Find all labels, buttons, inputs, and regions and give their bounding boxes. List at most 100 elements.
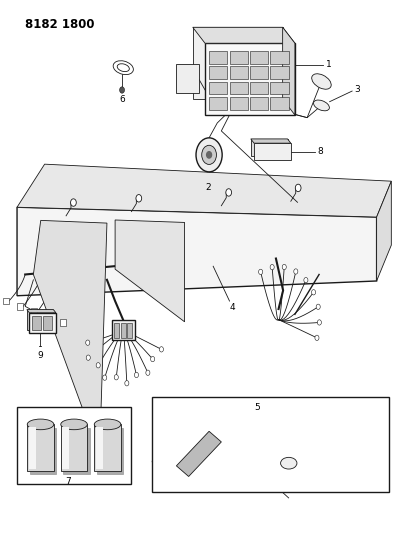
Ellipse shape: [61, 419, 87, 430]
Text: 7: 7: [65, 478, 71, 486]
Ellipse shape: [313, 100, 328, 111]
Bar: [192, 27, 282, 99]
Polygon shape: [17, 164, 390, 217]
Circle shape: [303, 278, 307, 283]
Circle shape: [96, 362, 100, 368]
Text: 8: 8: [317, 147, 322, 156]
Circle shape: [196, 138, 222, 172]
Polygon shape: [376, 181, 390, 281]
Circle shape: [311, 289, 315, 295]
Text: 9: 9: [37, 351, 43, 360]
Circle shape: [315, 304, 319, 310]
Polygon shape: [27, 310, 56, 313]
Bar: [270, 82, 288, 94]
Polygon shape: [115, 220, 184, 322]
Circle shape: [114, 375, 118, 380]
Bar: [3, 298, 9, 304]
Bar: [60, 319, 66, 326]
Bar: [127, 323, 132, 338]
Bar: [270, 51, 288, 64]
Bar: [114, 323, 119, 338]
Circle shape: [294, 184, 300, 192]
Polygon shape: [17, 207, 376, 296]
Bar: [45, 314, 52, 320]
Bar: [94, 424, 121, 471]
Text: 3: 3: [353, 85, 359, 94]
Ellipse shape: [113, 61, 133, 75]
Ellipse shape: [27, 419, 54, 430]
Circle shape: [134, 373, 138, 377]
Bar: [17, 303, 23, 310]
Bar: [270, 67, 288, 79]
Ellipse shape: [311, 74, 330, 89]
Circle shape: [258, 269, 262, 274]
Bar: [63, 427, 90, 474]
Circle shape: [150, 357, 154, 362]
Bar: [249, 82, 267, 94]
Text: 1: 1: [325, 60, 330, 69]
Bar: [229, 97, 247, 110]
Bar: [209, 82, 227, 94]
Bar: [229, 67, 247, 79]
Bar: [249, 51, 267, 64]
Bar: [176, 64, 198, 93]
Text: 2: 2: [204, 183, 210, 192]
Bar: [96, 426, 102, 469]
Bar: [204, 43, 294, 115]
Circle shape: [159, 346, 163, 352]
Bar: [31, 309, 37, 315]
Ellipse shape: [117, 64, 129, 71]
Circle shape: [281, 264, 285, 270]
Polygon shape: [33, 220, 107, 455]
Bar: [43, 316, 52, 330]
Circle shape: [270, 264, 274, 270]
Bar: [151, 397, 388, 492]
Circle shape: [70, 199, 76, 206]
Ellipse shape: [94, 419, 121, 430]
Bar: [229, 82, 247, 94]
Bar: [31, 316, 40, 330]
Bar: [27, 310, 53, 330]
Circle shape: [85, 340, 90, 345]
Bar: [209, 51, 227, 64]
Polygon shape: [282, 27, 294, 115]
Bar: [250, 139, 287, 156]
Circle shape: [293, 269, 297, 274]
Circle shape: [136, 195, 142, 202]
Bar: [112, 320, 134, 341]
Circle shape: [119, 87, 124, 93]
Circle shape: [102, 375, 106, 381]
Bar: [249, 67, 267, 79]
Ellipse shape: [280, 457, 296, 469]
Text: 8182 1800: 8182 1800: [25, 18, 94, 31]
Text: 5: 5: [254, 403, 259, 412]
Circle shape: [201, 146, 216, 165]
Polygon shape: [176, 431, 221, 477]
Bar: [209, 97, 227, 110]
Circle shape: [317, 320, 321, 325]
Circle shape: [314, 335, 318, 341]
Circle shape: [225, 189, 231, 196]
Text: 4: 4: [229, 303, 235, 312]
Text: 6: 6: [119, 95, 125, 104]
Polygon shape: [250, 139, 290, 143]
Bar: [97, 427, 123, 474]
Bar: [62, 426, 69, 469]
Bar: [29, 313, 56, 333]
Polygon shape: [192, 27, 294, 43]
Bar: [29, 427, 56, 474]
Bar: [29, 426, 36, 469]
Circle shape: [146, 370, 150, 375]
Bar: [27, 424, 54, 471]
Bar: [120, 323, 125, 338]
Bar: [17, 407, 131, 484]
Circle shape: [206, 152, 211, 158]
Bar: [209, 67, 227, 79]
Circle shape: [124, 381, 128, 386]
Bar: [249, 97, 267, 110]
Bar: [61, 424, 87, 471]
Bar: [229, 51, 247, 64]
Circle shape: [86, 355, 90, 360]
Bar: [270, 97, 288, 110]
Bar: [254, 143, 290, 160]
